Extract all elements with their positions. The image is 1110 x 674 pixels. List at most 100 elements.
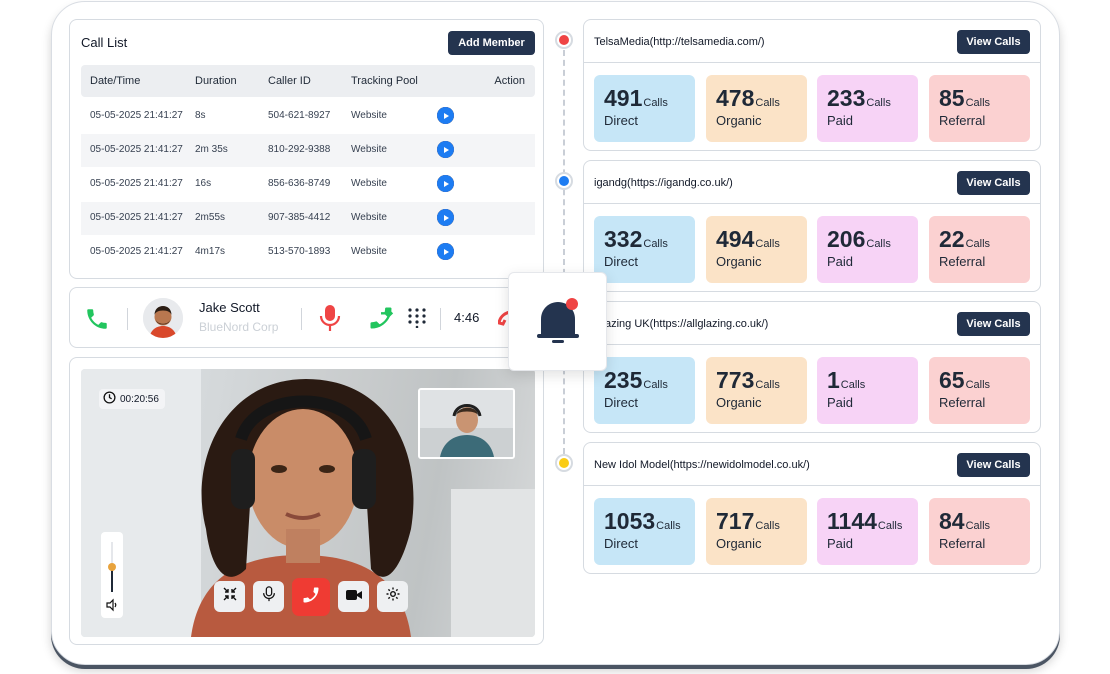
source-name: New Idol Model(https://newidolmodel.co.u…	[594, 459, 810, 471]
microphone-icon[interactable]	[319, 304, 341, 337]
cell-tracking-pool: Website	[351, 110, 387, 121]
video-camera-icon	[345, 588, 362, 606]
stat-value: 65Calls	[939, 367, 990, 394]
call-list-header: Date/Time Duration Caller ID Tracking Po…	[81, 65, 535, 97]
stat-number: 332	[604, 226, 643, 252]
self-view-video[interactable]	[418, 388, 515, 459]
table-row[interactable]: 05-05-2025 21:41:27 2m55s 907-385-4412 Webs…	[81, 202, 535, 235]
stat-paid[interactable]: 233Calls Paid	[817, 75, 918, 142]
column-header-duration: Duration	[195, 75, 237, 87]
stat-value: 233Calls	[827, 85, 891, 112]
volume-fill	[111, 567, 113, 592]
timeline-dot	[555, 31, 573, 49]
stat-number: 1	[827, 367, 840, 393]
cell-datetime: 05-05-2025 21:41:27	[90, 178, 183, 189]
stat-unit: Calls	[840, 379, 866, 391]
notification-popup[interactable]	[508, 272, 607, 371]
table-row[interactable]: 05-05-2025 21:41:27 2m 35s 810-292-9388 Web…	[81, 134, 535, 167]
phone-icon[interactable]	[84, 305, 110, 338]
stat-value: 332Calls	[604, 226, 668, 253]
stat-unit: Calls	[866, 238, 891, 250]
end-call-button[interactable]	[292, 578, 330, 616]
call-list-panel: Call List Add Member Date/Time Duration …	[69, 19, 544, 279]
volume-handle[interactable]	[108, 563, 116, 571]
stat-referral[interactable]: 84Calls Referral	[929, 498, 1030, 565]
stat-organic[interactable]: 494Calls Organic	[706, 216, 807, 283]
stat-direct[interactable]: 332Calls Direct	[594, 216, 695, 283]
settings-button[interactable]	[377, 581, 408, 612]
stat-paid[interactable]: 206Calls Paid	[817, 216, 918, 283]
cell-tracking-pool: Website	[351, 246, 387, 257]
column-header-datetime: Date/Time	[90, 75, 141, 87]
source-card-header: Glazing UK(https://allglazing.co.uk/) Vie…	[584, 302, 1040, 345]
stat-value: 773Calls	[716, 367, 780, 394]
play-icon[interactable]	[437, 175, 454, 192]
stat-unit: Calls	[656, 520, 681, 532]
stat-unit: Calls	[965, 238, 991, 250]
stat-unit: Calls	[643, 238, 668, 250]
collapse-icon	[222, 586, 238, 607]
view-calls-button[interactable]: View Calls	[957, 453, 1030, 477]
stat-label: Organic	[716, 113, 762, 128]
stat-organic[interactable]: 773Calls Organic	[706, 357, 807, 424]
keypad-icon[interactable]	[407, 308, 427, 333]
column-header-tracking-pool: Tracking Pool	[351, 75, 418, 87]
timeline-dot	[555, 454, 573, 472]
play-icon[interactable]	[437, 141, 454, 158]
add-member-button[interactable]: Add Member	[448, 31, 535, 55]
stat-number: 233	[827, 85, 866, 111]
play-icon[interactable]	[437, 243, 454, 260]
stat-organic[interactable]: 717Calls Organic	[706, 498, 807, 565]
stat-label: Referral	[939, 395, 986, 410]
stat-unit: Calls	[965, 379, 991, 391]
stat-direct[interactable]: 235Calls Direct	[594, 357, 695, 424]
stat-referral[interactable]: 85Calls Referral	[929, 75, 1030, 142]
source-card-header: TelsaMedia(http://telsamedia.com/) View C…	[584, 20, 1040, 63]
play-icon[interactable]	[437, 209, 454, 226]
stat-label: Referral	[939, 254, 986, 269]
collapse-button[interactable]	[214, 581, 245, 612]
stat-organic[interactable]: 478Calls Organic	[706, 75, 807, 142]
clock-icon	[103, 391, 116, 407]
call-transfer-icon[interactable]	[367, 304, 395, 337]
video-call-panel: 00:20:56	[69, 357, 544, 645]
mute-button[interactable]	[253, 581, 284, 612]
camera-button[interactable]	[338, 581, 369, 612]
stat-label: Organic	[716, 254, 762, 269]
cell-datetime: 05-05-2025 21:41:27	[90, 246, 183, 257]
stat-number: 478	[716, 85, 755, 111]
play-icon[interactable]	[437, 107, 454, 124]
stat-number: 235	[604, 367, 643, 393]
table-row[interactable]: 05-05-2025 21:41:27 4m17s 513-570-1893 Webs…	[81, 236, 535, 269]
stat-unit: Calls	[965, 520, 991, 532]
stat-value: 494Calls	[716, 226, 780, 253]
stat-number: 206	[827, 226, 866, 252]
cell-tracking-pool: Website	[351, 144, 387, 155]
call-timer-text: 00:20:56	[120, 393, 159, 405]
stat-value: 491Calls	[604, 85, 668, 112]
stat-direct[interactable]: 1053Calls Direct	[594, 498, 695, 565]
view-calls-button[interactable]: View Calls	[957, 312, 1030, 336]
cell-caller-id: 504-621-8927	[268, 110, 331, 121]
table-row[interactable]: 05-05-2025 21:41:27 16s 856-636-8749 Websit…	[81, 168, 535, 201]
cell-datetime: 05-05-2025 21:41:27	[90, 212, 183, 223]
stat-label: Organic	[716, 536, 762, 551]
stat-paid[interactable]: 1Calls Paid	[817, 357, 918, 424]
source-card: TelsaMedia(http://telsamedia.com/) View C…	[583, 19, 1041, 151]
stat-referral[interactable]: 65Calls Referral	[929, 357, 1030, 424]
stat-label: Paid	[827, 536, 854, 551]
stat-value: 1144Calls	[827, 508, 902, 535]
stat-label: Paid	[827, 113, 854, 128]
view-calls-button[interactable]: View Calls	[957, 30, 1030, 54]
stat-number: 773	[716, 367, 755, 393]
table-row[interactable]: 05-05-2025 21:41:27 8s 504-621-8927 Website	[81, 100, 535, 133]
volume-slider[interactable]	[101, 532, 123, 618]
view-calls-button[interactable]: View Calls	[957, 171, 1030, 195]
stat-unit: Calls	[965, 97, 991, 109]
stat-direct[interactable]: 491Calls Direct	[594, 75, 695, 142]
stat-paid[interactable]: 1144Calls Paid	[817, 498, 918, 565]
stat-value: 85Calls	[939, 85, 990, 112]
stat-value: 22Calls	[939, 226, 990, 253]
stat-referral[interactable]: 22Calls Referral	[929, 216, 1030, 283]
source-card: Glazing UK(https://allglazing.co.uk/) Vie…	[583, 301, 1041, 433]
